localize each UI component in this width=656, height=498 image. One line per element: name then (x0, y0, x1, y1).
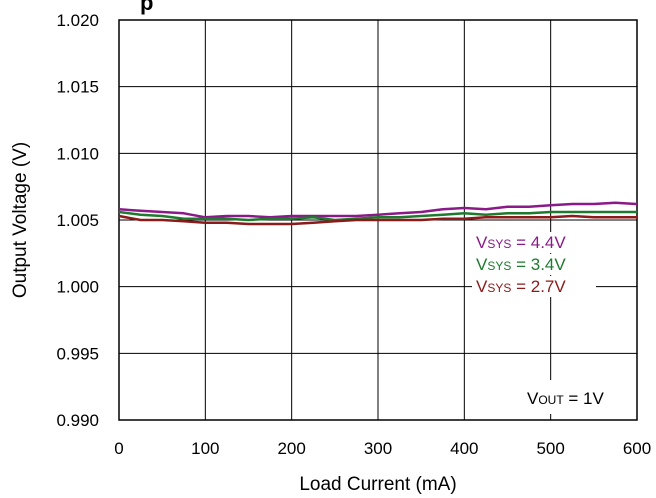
series-line-2 (118, 210, 637, 222)
series-line-1 (118, 201, 638, 219)
x-tick-label: 300 (364, 439, 392, 458)
x-tick-label: 500 (536, 439, 564, 458)
x-tick-label: 0 (114, 439, 123, 458)
legend-label-bg (472, 254, 596, 275)
chart-title: p (140, 0, 153, 15)
x-tick-label: 200 (277, 439, 305, 458)
plot-frame (118, 19, 638, 421)
annotation-rest: = 1V (564, 389, 605, 408)
series-line-3 (118, 214, 637, 226)
vout-annotation: VOUT = 1V (524, 380, 632, 414)
y-tick-label: 1.010 (56, 144, 99, 163)
legend-label-main: V (476, 255, 488, 274)
legend-label-main: V (476, 233, 488, 252)
y-tick-label: 1.020 (56, 11, 99, 30)
x-tick-label: 600 (623, 439, 651, 458)
y-tick-label: 0.995 (56, 344, 99, 363)
legend-label-sub: SYS (487, 259, 511, 273)
annotation-box (524, 380, 632, 414)
y-axis-tick-labels: 0.990 0.995 1.000 1.005 1.010 1.015 1.020 (56, 11, 99, 430)
y-tick-label: 1.000 (56, 278, 99, 297)
legend-label-main: V (476, 277, 488, 296)
annotation-text: VOUT = 1V (527, 389, 605, 408)
legend-label-2: VSYS = 3.4V (476, 255, 566, 274)
legend-label-3: VSYS = 2.7V (476, 277, 566, 296)
legend-label-sub: SYS (487, 237, 511, 251)
legend-label-sub: SYS (487, 281, 511, 295)
series-lines (118, 201, 638, 226)
x-tick-label: 400 (450, 439, 478, 458)
legend-label-rest: = 3.4V (511, 255, 566, 274)
legend-label-rest: = 4.4V (511, 233, 566, 252)
y-tick-label: 1.015 (56, 78, 99, 97)
annotation-main: V (527, 389, 539, 408)
annotation-sub: OUT (538, 393, 564, 407)
x-tick-label: 100 (191, 439, 219, 458)
y-tick-label: 0.990 (56, 411, 99, 430)
y-axis-title: Output Voltage (V) (10, 142, 31, 298)
x-axis-title: Load Current (mA) (299, 474, 456, 495)
legend-label-rest: = 2.7V (511, 277, 566, 296)
y-tick-label: 1.005 (56, 211, 99, 230)
x-axis-tick-labels: 0 100 200 300 400 500 600 (114, 439, 651, 458)
legend-label-bg (472, 276, 596, 297)
legend-label-bg (472, 232, 596, 253)
legend-label-1: VSYS = 4.4V (476, 233, 566, 252)
